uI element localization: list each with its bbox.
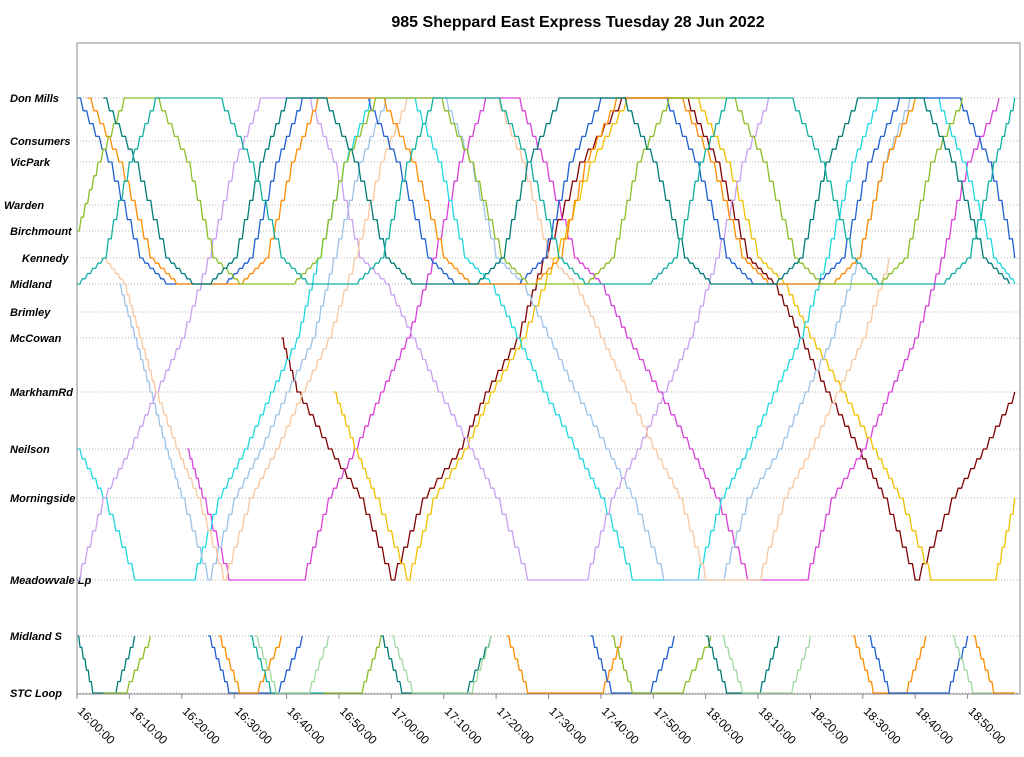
stop-label: Neilson [10,444,50,456]
trip-line [590,635,675,694]
x-tick-label: 17:40:00 [599,704,642,747]
x-tick-label: 16:10:00 [127,704,170,747]
trip-lines [77,97,1016,694]
x-tick-label: 16:40:00 [284,704,327,747]
x-tick-label: 18:30:00 [861,704,904,747]
x-tick-label: 16:20:00 [180,704,223,747]
trip-line [951,635,1015,694]
stop-label: Kennedy [22,253,69,265]
stop-label: McCowan [10,333,62,345]
trip-line [611,635,712,694]
stop-label: Brimley [10,307,51,319]
trip-line [323,635,382,694]
trip-line [852,635,927,694]
stop-label: STC Loop [10,688,62,700]
stop-label: Birchmount [10,226,73,238]
stop-label: Meadowvale Lp [10,575,92,587]
trip-line [249,635,329,694]
trip-line [77,635,136,694]
trip-line [77,97,1016,581]
stop-label: Warden [4,200,44,212]
trip-line [868,635,969,694]
trip-line [77,97,1016,285]
stop-label: Midland [10,279,52,291]
x-tick-label: 17:00:00 [389,704,432,747]
trip-line [77,97,1016,285]
x-tick-label: 18:20:00 [808,704,851,747]
trip-line [103,97,1011,285]
x-tick-label: 18:40:00 [913,704,956,747]
stop-label: Morningside [10,493,75,505]
trip-line [391,635,492,694]
stop-label: Midland S [10,631,63,643]
stop-label: Don Mills [10,93,59,105]
trip-line [218,635,282,694]
x-tick-label: 16:30:00 [232,704,275,747]
stop-label: Consumers [10,136,71,148]
x-tick-label: 17:20:00 [494,704,537,747]
trip-line [333,97,1016,581]
trip-line [103,635,151,694]
x-tick-label: 17:50:00 [651,704,694,747]
x-tick-label: 16:00:00 [75,704,118,747]
x-tick-label: 16:50:00 [337,704,380,747]
trip-line [380,635,492,694]
stop-label: VicPark [10,157,51,169]
trip-line [506,635,623,694]
x-tick-label: 17:10:00 [442,704,485,747]
chart-title: 985 Sheppard East Express Tuesday 28 Jun… [391,14,764,31]
grid-lines [77,97,1020,694]
x-tick-label: 18:50:00 [965,704,1008,747]
plot-frame [76,42,1021,695]
trip-line [77,97,770,581]
trip-line [103,97,890,581]
trip-line [721,635,812,694]
trip-line [187,97,1000,581]
x-tick-label: 18:00:00 [704,704,747,747]
trip-line [118,97,911,581]
x-tick-label: 17:30:00 [546,704,589,747]
x-tick-label: 18:10:00 [756,704,799,747]
stop-label: MarkhamRd [10,387,73,399]
trip-line [972,635,1015,694]
time-axis: 16:00:00 16:10:00 16:20:00 16:30:00 16:40:00… [75,694,1009,747]
trip-line [255,635,330,694]
trip-line [87,97,916,285]
trip-line [705,635,780,694]
stop-labels: Don Mills Consumers VicPark Warden Birchmoun… [4,93,92,700]
